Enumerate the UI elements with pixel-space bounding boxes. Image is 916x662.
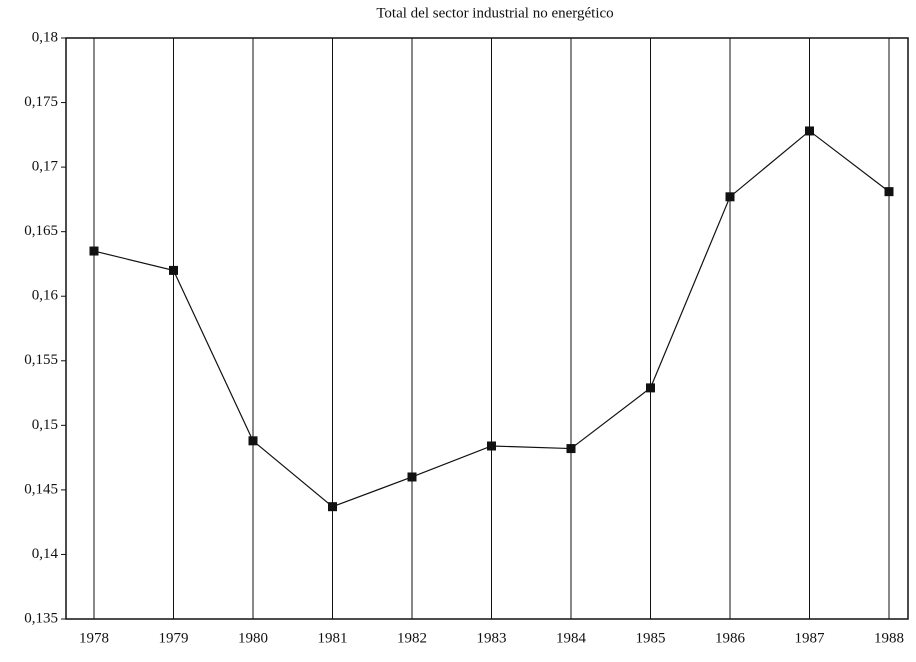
y-tick-label: 0,15 xyxy=(32,417,58,433)
x-tick-label: 1986 xyxy=(715,630,746,646)
x-tick-label: 1983 xyxy=(477,630,507,646)
y-tick-label: 0,16 xyxy=(32,288,59,304)
marker xyxy=(884,187,894,197)
chart-title: Total del sector industrial no energétic… xyxy=(376,5,613,21)
marker xyxy=(566,444,576,454)
y-tick-label: 0,135 xyxy=(24,610,58,626)
y-tick-label: 0,175 xyxy=(24,94,58,110)
x-tick-label: 1987 xyxy=(795,630,826,646)
marker xyxy=(89,246,99,256)
marker xyxy=(407,472,417,482)
x-tick-label: 1979 xyxy=(159,630,189,646)
marker xyxy=(805,126,814,136)
marker xyxy=(328,502,337,512)
y-tick-label: 0,17 xyxy=(32,159,59,175)
marker xyxy=(646,383,655,393)
y-tick-label: 0,145 xyxy=(24,481,58,497)
x-tick-label: 1981 xyxy=(318,630,348,646)
y-tick-label: 0,18 xyxy=(32,29,58,45)
x-tick-label: 1980 xyxy=(238,630,268,646)
y-tick-label: 0,165 xyxy=(24,223,58,239)
plot-frame xyxy=(65,37,909,620)
x-tick-label: 1988 xyxy=(874,630,904,646)
marker xyxy=(725,192,735,202)
marker xyxy=(487,441,496,451)
x-tick-label: 1982 xyxy=(397,630,427,646)
y-tick-label: 0,155 xyxy=(24,352,58,368)
x-tick-label: 1984 xyxy=(556,630,587,646)
x-tick-label: 1985 xyxy=(636,630,666,646)
marker xyxy=(169,265,178,275)
marker xyxy=(248,436,258,446)
x-tick-label: 1978 xyxy=(79,630,109,646)
y-tick-label: 0,14 xyxy=(32,546,59,562)
